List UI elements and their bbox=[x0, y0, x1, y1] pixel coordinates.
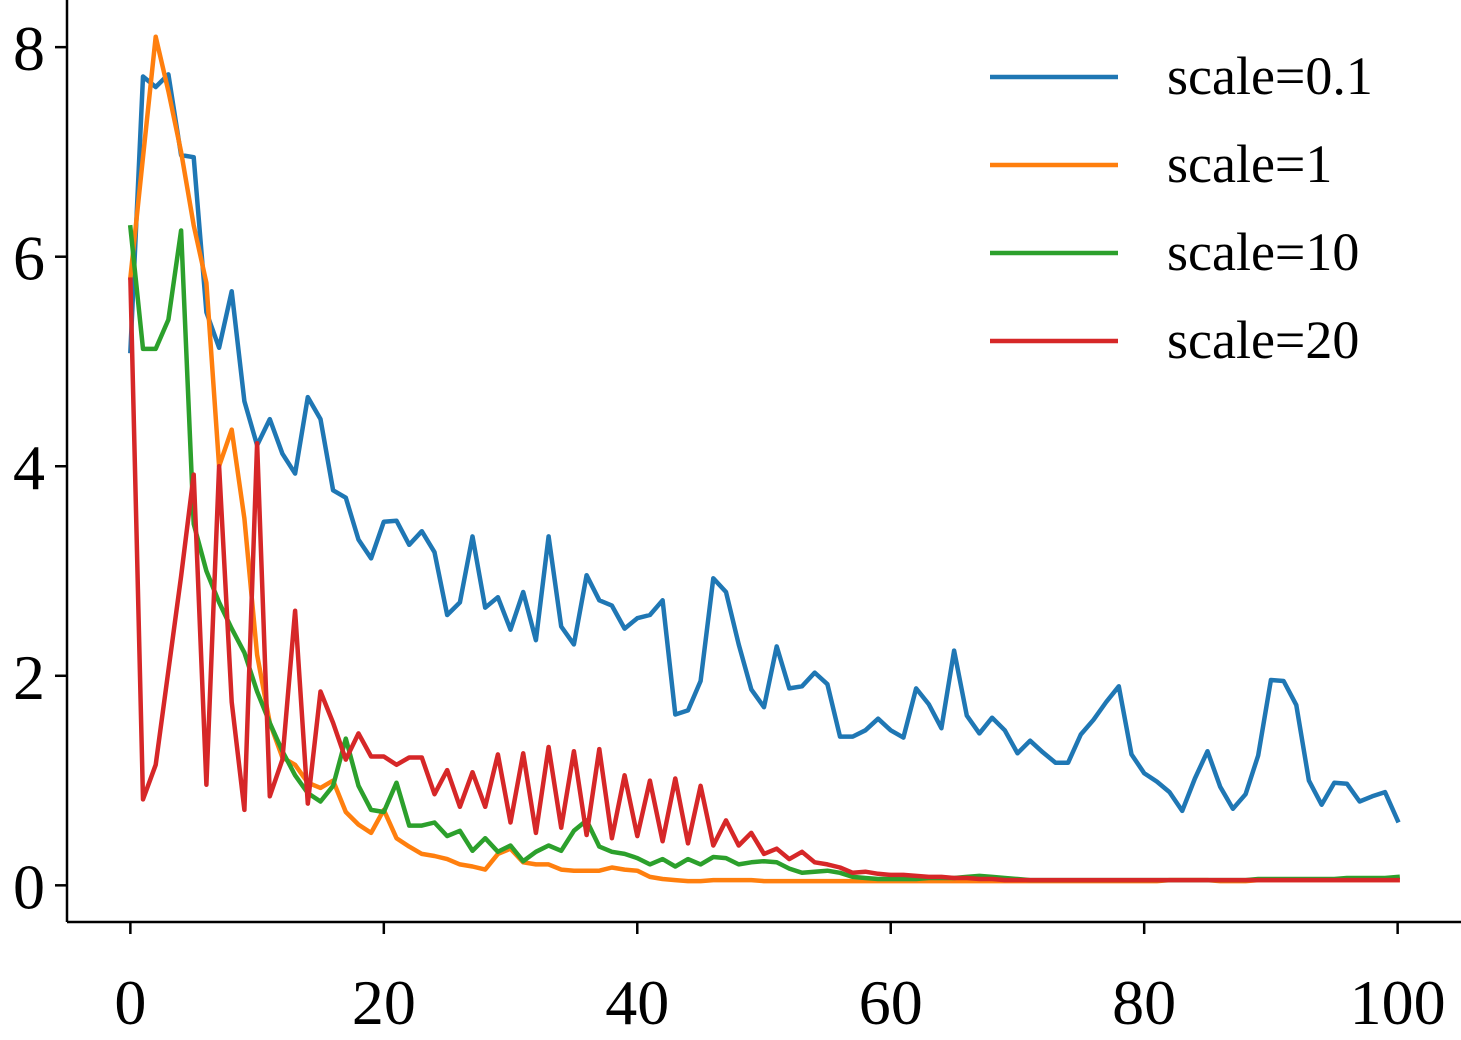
x-tick-label: 80 bbox=[1112, 967, 1176, 1038]
y-tick-label: 2 bbox=[13, 642, 45, 713]
series-layer bbox=[127, 34, 1401, 884]
y-tick-label: 4 bbox=[13, 432, 45, 503]
y-tick-label: 0 bbox=[13, 851, 45, 922]
legend-label-3: scale=10 bbox=[1167, 222, 1359, 282]
x-axis-ticks: 0 20 40 60 80 100 bbox=[114, 922, 1446, 1038]
x-tick-label: 20 bbox=[352, 967, 416, 1038]
x-tick-label: 40 bbox=[605, 967, 669, 1038]
legend-label-4: scale=20 bbox=[1167, 310, 1359, 370]
legend-label-2: scale=1 bbox=[1167, 134, 1332, 194]
y-tick-label: 8 bbox=[13, 13, 45, 84]
series-line-4 bbox=[128, 277, 1400, 883]
x-tick-label: 100 bbox=[1350, 967, 1446, 1038]
y-axis-ticks: 0 2 4 6 8 bbox=[13, 13, 67, 922]
x-tick-label: 0 bbox=[114, 967, 146, 1038]
legend: scale=0.1 scale=1 scale=10 scale=20 bbox=[990, 46, 1373, 370]
y-tick-label: 6 bbox=[13, 223, 45, 294]
legend-label-1: scale=0.1 bbox=[1167, 46, 1373, 106]
x-tick-label: 60 bbox=[859, 967, 923, 1038]
series-line-1 bbox=[128, 72, 1401, 824]
